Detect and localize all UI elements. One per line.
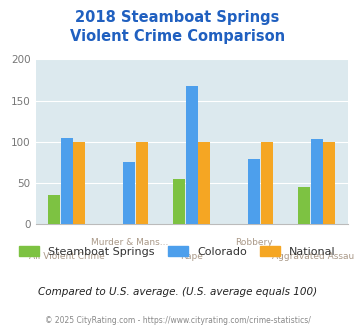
Text: © 2025 CityRating.com - https://www.cityrating.com/crime-statistics/: © 2025 CityRating.com - https://www.city…: [45, 315, 310, 325]
Text: Murder & Mans...: Murder & Mans...: [91, 238, 168, 247]
Bar: [123, 162, 135, 224]
Bar: [261, 142, 273, 224]
Legend: Steamboat Springs, Colorado, National: Steamboat Springs, Colorado, National: [15, 242, 340, 261]
Bar: [186, 86, 198, 224]
Bar: [198, 142, 210, 224]
Bar: [73, 142, 85, 224]
Text: Aggravated Assault: Aggravated Assault: [272, 252, 355, 261]
Bar: [323, 142, 335, 224]
Bar: [136, 142, 148, 224]
Bar: [248, 159, 260, 224]
Bar: [61, 138, 73, 224]
Text: Rape: Rape: [180, 252, 203, 261]
Bar: [311, 139, 323, 224]
Text: 2018 Steamboat Springs
Violent Crime Comparison: 2018 Steamboat Springs Violent Crime Com…: [70, 10, 285, 44]
Bar: [298, 187, 310, 224]
Text: All Violent Crime: All Violent Crime: [29, 252, 105, 261]
Text: Compared to U.S. average. (U.S. average equals 100): Compared to U.S. average. (U.S. average …: [38, 287, 317, 297]
Bar: [173, 179, 185, 224]
Text: Robbery: Robbery: [235, 238, 273, 247]
Bar: [48, 195, 60, 224]
